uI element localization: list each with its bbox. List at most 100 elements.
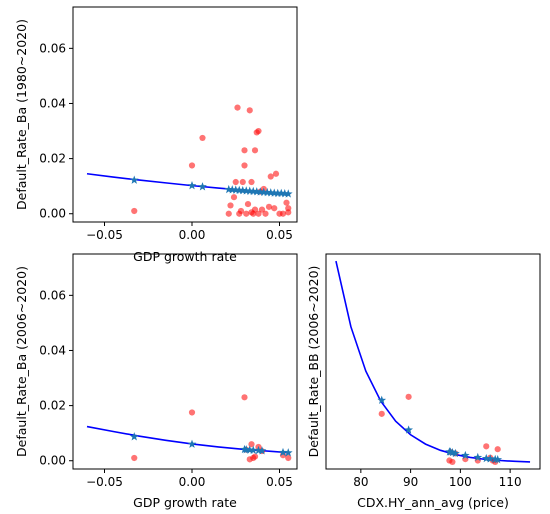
observed-point — [241, 394, 248, 401]
observed-point — [225, 210, 232, 217]
x-tick-label: −0.05 — [86, 228, 123, 242]
observed-point — [265, 203, 273, 210]
observed-point — [483, 443, 490, 450]
observed-point — [248, 178, 255, 186]
observed-point — [251, 147, 259, 154]
x-tick-label: 80 — [353, 475, 368, 489]
predicted-point — [187, 439, 197, 448]
y-axis-label: Default_Rate_Ba (1980~2020) — [14, 19, 29, 210]
x-tick-label: 0.05 — [266, 228, 293, 242]
x-tick-label: 90 — [403, 475, 418, 489]
axes-top-left: −0.05 0.00 0.05 0.00 0.02 0.04 0.06 GDP growth… — [14, 6, 298, 264]
x-axis-label: GDP growth rate — [133, 495, 237, 510]
predicted-point — [377, 395, 387, 404]
observed-point — [285, 205, 292, 212]
y-tick-label: 0.02 — [39, 152, 66, 166]
observed-point — [234, 104, 241, 111]
observed-point — [251, 206, 259, 213]
x-tick-label: 0.00 — [179, 475, 206, 489]
predicted-point — [493, 455, 503, 464]
predicted-point — [245, 186, 255, 195]
predicted-point — [234, 185, 244, 195]
observed-point — [246, 107, 253, 114]
observed-point — [248, 441, 255, 448]
predicted-point — [266, 188, 276, 197]
observed-point — [279, 210, 287, 217]
predicted-point — [278, 447, 288, 457]
observed-point — [131, 454, 138, 462]
predicted-point — [481, 453, 491, 463]
observed-point — [199, 134, 206, 142]
predicted-point — [227, 185, 237, 194]
observed-point — [227, 202, 234, 209]
y-tick-label: 0.04 — [39, 96, 66, 110]
y-tick-label: 0.00 — [39, 207, 66, 221]
y-tick-label: 0.02 — [39, 399, 66, 413]
observed-point — [237, 207, 245, 215]
predicted-point — [451, 448, 460, 458]
observed-point — [449, 458, 456, 466]
x-tick-label: 0.00 — [179, 228, 206, 242]
observed-point — [267, 173, 274, 180]
predicted-point — [262, 187, 272, 197]
predicted-point — [245, 445, 255, 454]
predicted-point — [198, 182, 207, 191]
y-tick-label: 0.00 — [39, 454, 66, 468]
predicted-point — [460, 450, 470, 460]
y-tick-label: 0.06 — [39, 41, 66, 55]
observed-point — [239, 178, 246, 186]
predicted-point — [273, 188, 283, 198]
predicted-point — [254, 445, 263, 455]
observed-point — [262, 210, 269, 217]
observed-point — [251, 453, 259, 460]
predicted-point — [259, 187, 269, 196]
observed-point — [241, 147, 248, 154]
predicted-point — [129, 432, 139, 441]
x-tick-label: 110 — [499, 475, 522, 489]
y-tick-label: 0.06 — [39, 288, 66, 302]
predicted-point — [473, 452, 483, 462]
axes-bottom-right: 80 90 100 110 CDX.HY_ann_avg (price) Defaul… — [306, 253, 541, 510]
predicted-point — [255, 187, 265, 196]
y-tick-label: 0.04 — [39, 343, 66, 357]
observed-point — [285, 454, 292, 462]
observed-point — [232, 178, 239, 186]
y-axis-label: Default_Rate_BB (2006~2020) — [306, 266, 321, 458]
fit-curve-line — [335, 260, 531, 463]
observed-point — [255, 127, 262, 135]
observed-point — [405, 393, 412, 400]
observed-point — [283, 199, 290, 206]
predicted-point — [269, 188, 279, 197]
observed-point — [243, 210, 250, 217]
predicted-point — [283, 448, 293, 457]
predicted-point — [252, 187, 262, 196]
predicted-point — [283, 189, 293, 198]
observed-point — [258, 206, 266, 213]
x-axis-label: GDP growth rate — [133, 249, 237, 264]
x-tick-label: 0.05 — [266, 475, 293, 489]
predicted-point — [248, 186, 258, 196]
x-tick-label: 100 — [449, 475, 472, 489]
axes-frame — [325, 253, 541, 470]
observed-point — [230, 194, 238, 201]
predicted-point — [404, 425, 413, 434]
predicted-point — [224, 184, 234, 194]
axes-frame — [72, 6, 298, 223]
observed-point — [378, 410, 385, 417]
observed-point — [494, 446, 501, 453]
predicted-point — [280, 189, 290, 198]
observed-point — [131, 207, 138, 215]
observed-point — [241, 162, 248, 169]
predicted-point — [241, 186, 251, 195]
predicted-point — [231, 185, 241, 194]
observed-point — [188, 162, 196, 169]
observed-point — [188, 409, 196, 416]
observed-point — [255, 210, 262, 217]
predicted-point — [257, 446, 267, 455]
predicted-point — [129, 175, 139, 184]
predicted-point — [238, 185, 248, 195]
predicted-point — [485, 454, 495, 463]
observed-point — [271, 205, 278, 212]
predicted-point — [187, 181, 197, 190]
